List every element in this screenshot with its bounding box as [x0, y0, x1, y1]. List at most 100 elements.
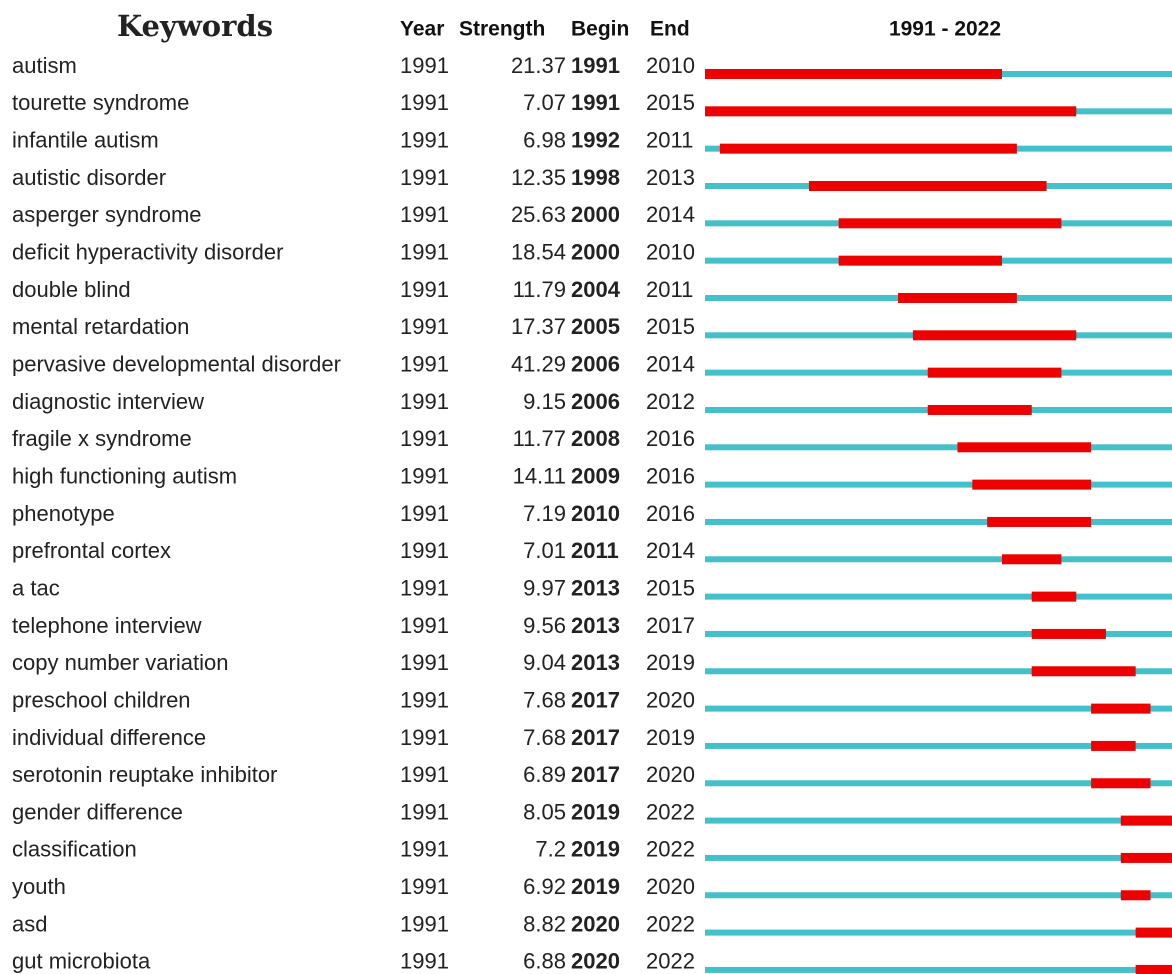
year: 1991 — [400, 949, 449, 974]
end: 2019 — [646, 725, 695, 750]
begin: 2013 — [571, 650, 620, 675]
strength: 7.01 — [523, 538, 566, 563]
keyword: infantile autism — [12, 127, 159, 152]
year: 1991 — [400, 501, 449, 526]
strength: 6.92 — [523, 874, 566, 899]
burst — [1002, 554, 1062, 565]
year: 1991 — [400, 90, 449, 115]
begin: 2004 — [571, 277, 621, 302]
strength: 7.07 — [523, 90, 566, 115]
burst — [705, 69, 1002, 79]
timeline — [705, 966, 1172, 973]
burst — [957, 442, 1092, 453]
strength: 9.04 — [523, 650, 566, 675]
end: 2014 — [646, 202, 695, 227]
strength: 17.37 — [511, 314, 566, 339]
begin: 1991 — [571, 90, 620, 115]
year: 1991 — [400, 837, 449, 862]
burst — [808, 180, 1047, 191]
year: 1991 — [400, 277, 449, 302]
keyword: double blind — [12, 277, 131, 302]
end: 2020 — [646, 874, 695, 899]
strength: 41.29 — [511, 351, 566, 376]
burst — [927, 367, 1062, 378]
keyword: phenotype — [12, 501, 115, 526]
end: 2022 — [646, 949, 695, 974]
col-end: End — [650, 18, 690, 41]
begin: 2017 — [571, 687, 620, 712]
strength: 7.68 — [523, 725, 566, 750]
burst — [898, 292, 1017, 303]
begin: 2008 — [571, 426, 620, 451]
year: 1991 — [400, 463, 449, 488]
burst — [1135, 927, 1172, 938]
end: 2012 — [646, 389, 695, 414]
burst — [927, 404, 1032, 415]
keyword: diagnostic interview — [12, 389, 204, 414]
end: 2011 — [646, 277, 693, 302]
end: 2016 — [646, 463, 695, 488]
strength: 7.2 — [535, 837, 566, 862]
keyword: autism — [12, 53, 77, 78]
begin: 2009 — [571, 463, 620, 488]
year: 1991 — [400, 165, 449, 190]
strength: 8.82 — [523, 911, 566, 936]
keyword: prefrontal cortex — [12, 538, 171, 563]
keyword: asperger syndrome — [12, 202, 202, 227]
begin: 2019 — [571, 874, 620, 899]
begin: 1998 — [571, 165, 620, 190]
strength: 9.56 — [523, 613, 566, 638]
end: 2022 — [646, 799, 695, 824]
begin: 2006 — [571, 351, 620, 376]
keyword: copy number variation — [12, 650, 228, 675]
timeline — [705, 892, 1172, 899]
year: 1991 — [400, 687, 449, 712]
end: 2010 — [646, 239, 695, 264]
end: 2020 — [646, 762, 695, 787]
timeline — [705, 556, 1172, 563]
timeline — [705, 481, 1172, 488]
timeline — [705, 817, 1172, 824]
burst — [987, 516, 1092, 527]
timeline — [705, 518, 1172, 525]
timeline — [705, 444, 1172, 451]
keyword: a tac — [12, 575, 60, 600]
keyword: autistic disorder — [12, 165, 166, 190]
keyword: high functioning autism — [12, 463, 237, 488]
end: 2019 — [646, 650, 695, 675]
timeline — [705, 630, 1172, 637]
end: 2010 — [646, 53, 695, 78]
strength: 9.15 — [523, 389, 566, 414]
burst — [1120, 815, 1172, 826]
burst — [1091, 703, 1151, 714]
year: 1991 — [400, 53, 449, 78]
timeline — [705, 742, 1172, 749]
year: 1991 — [400, 725, 449, 750]
year: 1991 — [400, 314, 449, 339]
end: 2015 — [646, 575, 695, 600]
burst — [838, 218, 1062, 229]
end: 2022 — [646, 837, 695, 862]
year: 1991 — [400, 426, 449, 451]
burst — [1091, 778, 1151, 789]
year: 1991 — [400, 799, 449, 824]
begin: 2017 — [571, 725, 620, 750]
year: 1991 — [400, 650, 449, 675]
col-year: Year — [400, 18, 444, 41]
begin: 2005 — [571, 314, 620, 339]
keyword: gut microbiota — [12, 949, 151, 974]
keyword: classification — [12, 837, 137, 862]
burst — [1135, 964, 1172, 974]
burst — [1091, 740, 1136, 751]
strength: 25.63 — [511, 202, 566, 227]
strength: 21.37 — [511, 53, 566, 78]
end: 2015 — [646, 314, 695, 339]
burst — [972, 479, 1092, 490]
timeline — [705, 929, 1172, 936]
year: 1991 — [400, 127, 449, 152]
burst — [705, 106, 1077, 117]
burst — [838, 255, 1002, 266]
end: 2013 — [646, 165, 695, 190]
burst — [1120, 852, 1172, 863]
